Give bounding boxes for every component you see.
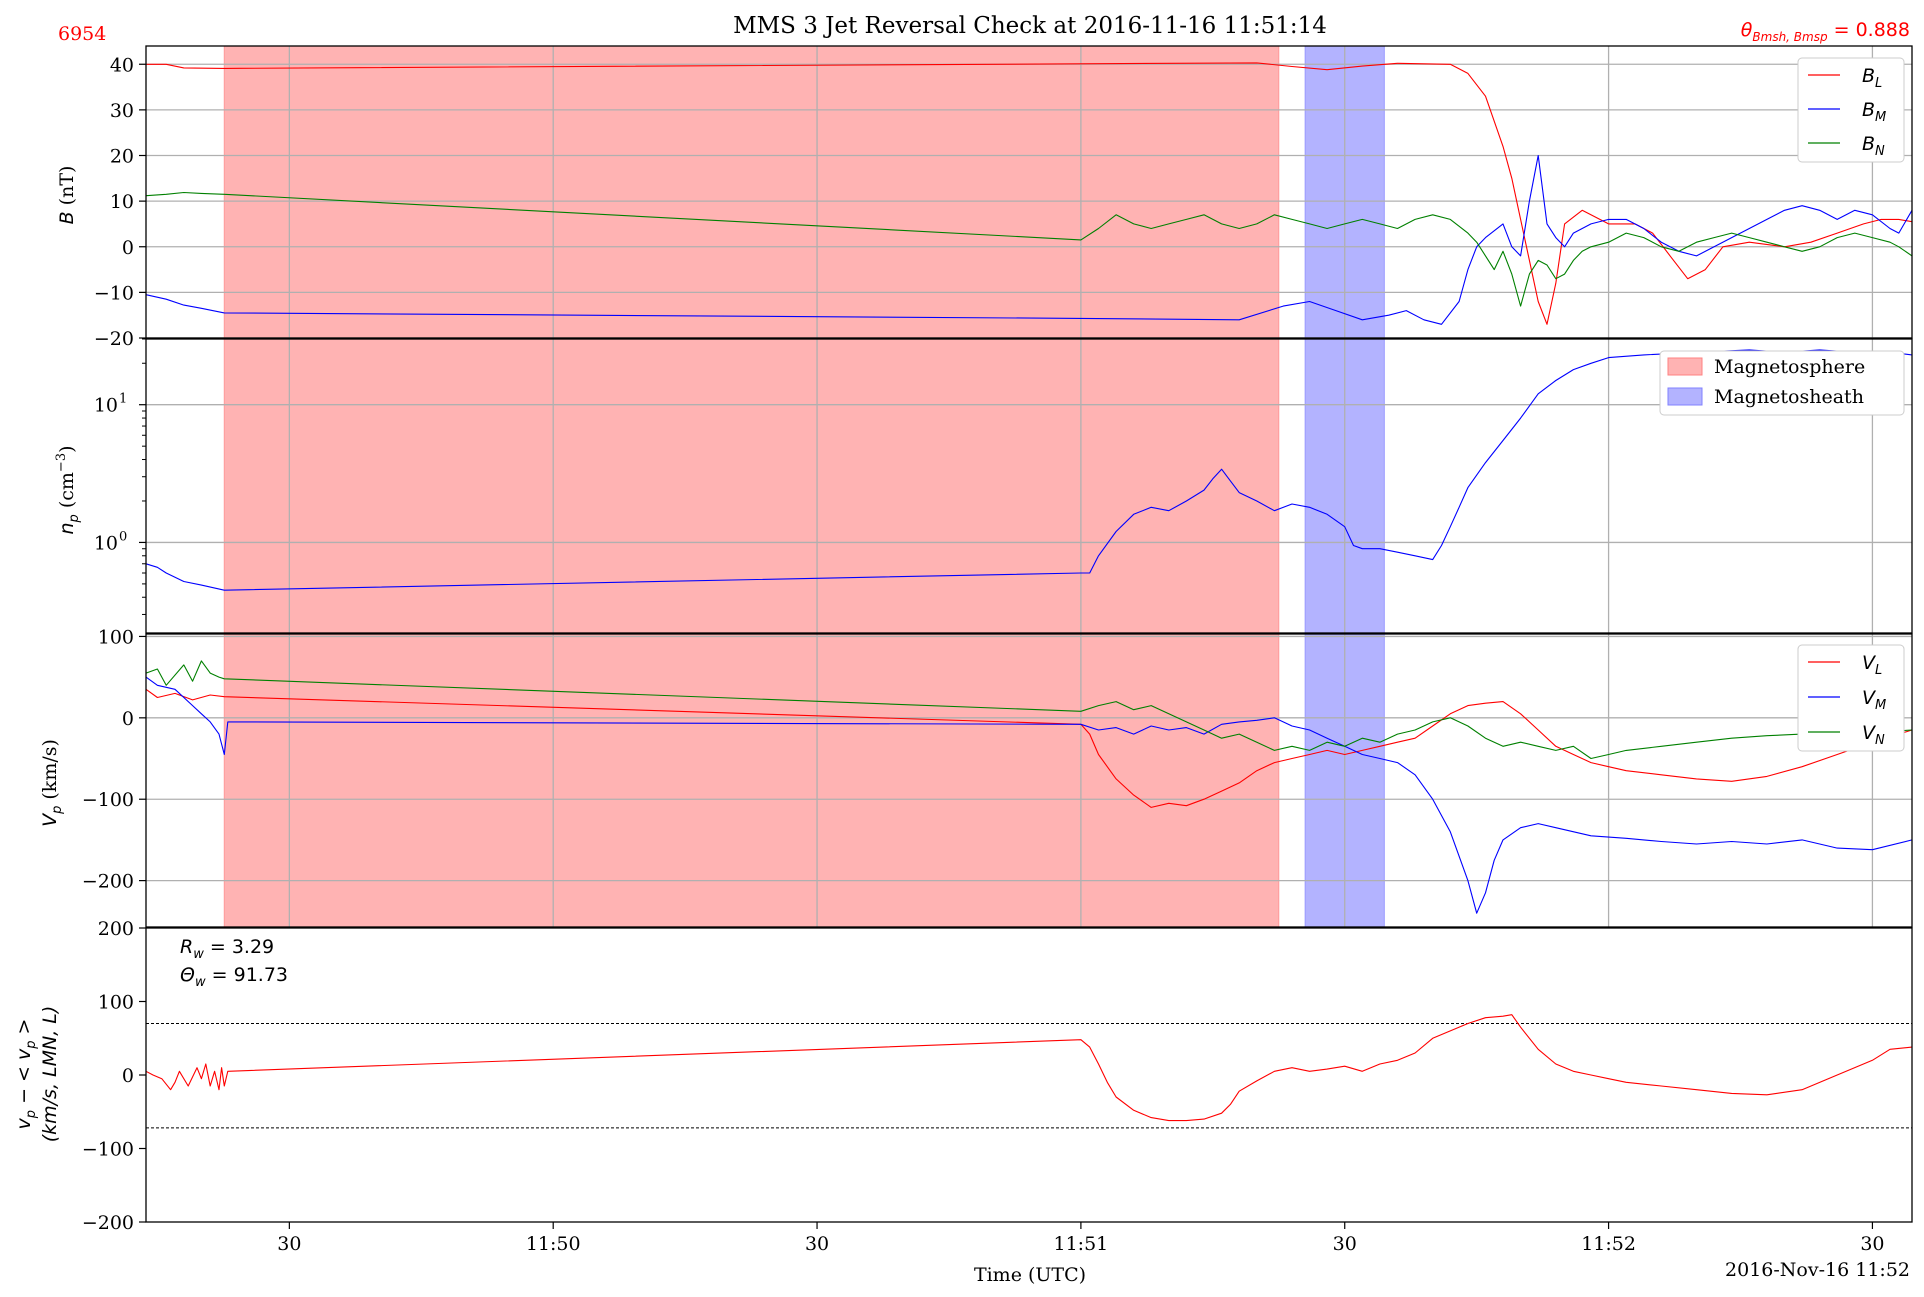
y-tick-label: 0 [122, 1065, 134, 1087]
y-tick-label: 100 [98, 626, 134, 648]
y-tick-label: 10 [94, 395, 118, 417]
x-tick-label: 11:51 [1054, 1233, 1109, 1255]
legend-region-magnetosphere: Magnetosphere [1714, 356, 1865, 378]
x-tick-label: 30 [1860, 1233, 1884, 1255]
axes [139, 45, 1913, 1229]
y-tick-label: 10 [110, 191, 134, 213]
grid-lines [146, 46, 1912, 1129]
y-tick-label: 100 [98, 992, 134, 1014]
series-v-n [145, 660, 1913, 760]
ylabel-dv-line1: vp − < vp > [13, 1019, 39, 1130]
ylabel-vp: Vp (km/s) [39, 739, 65, 827]
legend-region-magnetosheath: Magnetosheath [1714, 386, 1864, 408]
series-v-l [145, 688, 1913, 808]
y-tick-exponent: 0 [119, 529, 127, 544]
date-label: 2016-Nov-16 11:52 [1725, 1259, 1910, 1281]
y-tick-label: −20 [94, 328, 134, 350]
axes-frame-panel-1 [145, 45, 1913, 339]
x-tick-label: 11:52 [1581, 1233, 1636, 1255]
series-lines [145, 62, 1913, 1122]
ylabel-np: np (cm−3) [54, 445, 82, 534]
y-tick-label: −200 [82, 871, 134, 893]
series-v-p-v-p- [145, 1014, 1913, 1122]
region-shading [223, 45, 1385, 928]
y-tick-label: −200 [82, 1212, 134, 1234]
figure-title: MMS 3 Jet Reversal Check at 2016-11-16 1… [733, 13, 1327, 39]
y-tick-label: −10 [94, 282, 134, 304]
y-tick-label: 0 [122, 237, 134, 259]
axes-frame-panel-3 [145, 633, 1913, 928]
series-b-n [145, 191, 1913, 307]
series-n-p [145, 349, 1913, 591]
y-tick-exponent: 1 [119, 392, 127, 407]
region-magnetosphere-panel-1 [223, 45, 1280, 339]
y-tick-label: 30 [110, 100, 134, 122]
axes-frame-panel-4 [145, 927, 1913, 1223]
axes-frame-panel-2 [145, 338, 1913, 634]
y-tick-label: 200 [98, 918, 134, 940]
region-magnetosphere-panel-2 [223, 338, 1280, 634]
y-tick-label: −100 [82, 1139, 134, 1161]
x-tick-label: 30 [277, 1233, 301, 1255]
figure-id-label: 6954 [58, 23, 106, 45]
annotation-thetaw: Θw = 91.73 [180, 964, 288, 990]
x-tick-label: 30 [805, 1233, 829, 1255]
y-tick-label: 10 [94, 532, 118, 554]
series-b-m [145, 154, 1913, 325]
x-axis-label: Time (UTC) [974, 1264, 1086, 1286]
legend-b: BL BM BN [1797, 57, 1905, 163]
region-magnetosphere-panel-3 [223, 633, 1280, 928]
ylabel-dv-line2: (km/s, LMN, L) [39, 1006, 61, 1143]
y-tick-label: 0 [122, 708, 134, 730]
x-tick-label: 30 [1333, 1233, 1357, 1255]
ylabel-b: B (nT) [56, 166, 78, 225]
theta-label: θBmsh, Bmsp = 0.888 [1741, 19, 1910, 44]
legend-regions: Magnetosphere Magnetosheath [1659, 350, 1905, 416]
x-tick-label: 11:50 [526, 1233, 581, 1255]
y-tick-label: −100 [82, 789, 134, 811]
annotation-rw: Rw = 3.29 [180, 936, 274, 962]
y-tick-label: 20 [110, 146, 134, 168]
legend-v: VL VM VN [1797, 644, 1905, 752]
y-tick-label: 40 [110, 54, 134, 76]
